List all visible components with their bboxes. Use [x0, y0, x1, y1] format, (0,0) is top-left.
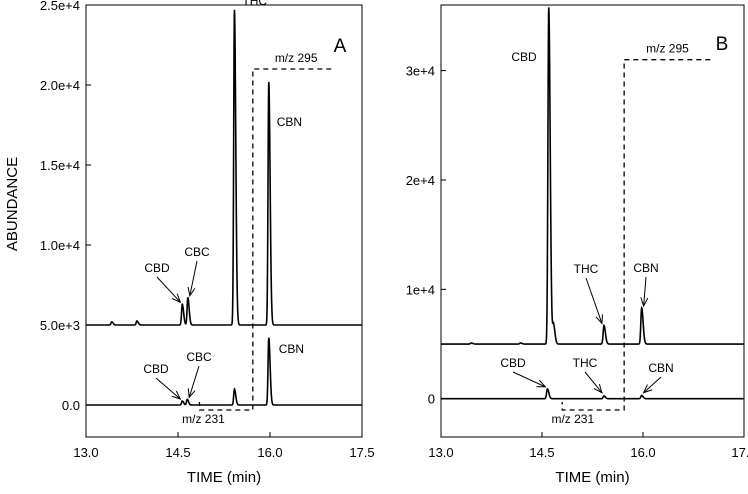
annotation-arrow — [188, 365, 200, 398]
window-label-mz295: m/z 295 — [646, 42, 689, 56]
annotation-arrowhead — [187, 286, 196, 298]
peak-label-cbd: CBD — [144, 261, 170, 275]
annotation-arrowhead — [640, 297, 649, 308]
y-tick-label: 1.5e+4 — [40, 158, 80, 173]
chart-panel-b: 13.0 14.5 16.0 17.5 0 1e+4 2e+4 3e+4 TIME (min) B… — [406, 4, 748, 486]
annotation-arrow — [584, 371, 603, 394]
annotation-arrowhead — [642, 384, 653, 394]
annotation-arrowhead — [536, 379, 547, 388]
ion-window-divider — [198, 68, 332, 411]
trace-mz295 — [441, 7, 744, 345]
y-tick-label: 0 — [428, 392, 435, 407]
y-tick-label: 1.0e+4 — [40, 238, 80, 253]
trace-mz231 — [441, 387, 744, 400]
window-label-mz231: m/z 231 — [182, 412, 225, 426]
y-tick-label: 2.0e+4 — [40, 78, 80, 93]
peak-label-cbd: CBD — [500, 356, 526, 370]
x-axis-title: TIME (min) — [555, 469, 629, 486]
y-tick-label: 2e+4 — [406, 173, 435, 188]
peak-label-cbd: CBD — [511, 50, 537, 64]
peak-label-thc: THC — [573, 356, 598, 370]
ion-window-divider — [561, 59, 711, 411]
x-tick-label: 16.0 — [630, 445, 655, 460]
peak-label-thc: THC — [574, 262, 599, 276]
panel-letter: B — [716, 34, 729, 55]
chart-panel-a: 13.0 14.5 16.0 17.5 0.0 5.0e+3 1.0e+4 1.5e+4 2.0… — [40, 0, 375, 486]
peak-label-cbc: CBC — [186, 350, 212, 364]
panels: 13.0 14.5 16.0 17.5 0.0 5.0e+3 1.0e+4 1.5e+4 2.0… — [40, 0, 748, 486]
plot-frame — [85, 4, 363, 438]
annotation-arrow — [156, 276, 181, 303]
y-tick-label: 5.0e+3 — [40, 318, 80, 333]
y-tick-label: 0.0 — [62, 398, 80, 413]
annotation-arrow — [155, 377, 181, 400]
annotation-arrow — [643, 276, 647, 306]
x-tick-label: 14.5 — [165, 445, 190, 460]
peak-label-cbn: CBN — [633, 261, 658, 275]
y-tick-label: 1e+4 — [406, 282, 435, 297]
peak-label-cbd: CBD — [143, 362, 169, 376]
x-tick-label: 14.5 — [529, 445, 554, 460]
annotation-arrowhead — [187, 388, 196, 399]
annotation-arrowhead — [593, 383, 603, 394]
annotation-arrowhead — [171, 293, 182, 304]
trace-mz231 — [86, 337, 362, 406]
peak-label-cbn: CBN — [279, 342, 304, 356]
annotation-arrowhead — [171, 390, 182, 400]
y-axis-title: ABUNDANCE — [4, 157, 21, 251]
window-label-mz295: m/z 295 — [275, 51, 318, 65]
y-tick-label: 2.5e+4 — [40, 0, 80, 13]
peak-label-cbn: CBN — [648, 361, 673, 375]
x-tick-label: 17.5 — [731, 445, 748, 460]
x-axis-title: TIME (min) — [187, 469, 261, 486]
annotation-arrow — [643, 376, 662, 394]
y-tick-label: 3e+4 — [406, 64, 435, 79]
trace-mz295 — [86, 9, 362, 326]
x-tick-label: 17.5 — [349, 445, 374, 460]
x-tick-label: 13.0 — [428, 445, 453, 460]
peak-label-cbc: CBC — [184, 245, 210, 259]
annotation-arrowhead — [595, 314, 604, 325]
x-tick-label: 16.0 — [257, 445, 282, 460]
plot-frame — [440, 4, 745, 438]
window-label-mz231: m/z 231 — [551, 412, 594, 426]
annotation-arrow — [189, 260, 198, 296]
x-tick-label: 13.0 — [73, 445, 98, 460]
panel-letter: A — [334, 36, 347, 57]
annotation-arrow — [585, 277, 603, 324]
peak-label-thc: THC — [242, 0, 267, 8]
peak-label-cbn: CBN — [277, 115, 302, 129]
annotation-arrow — [512, 371, 546, 388]
